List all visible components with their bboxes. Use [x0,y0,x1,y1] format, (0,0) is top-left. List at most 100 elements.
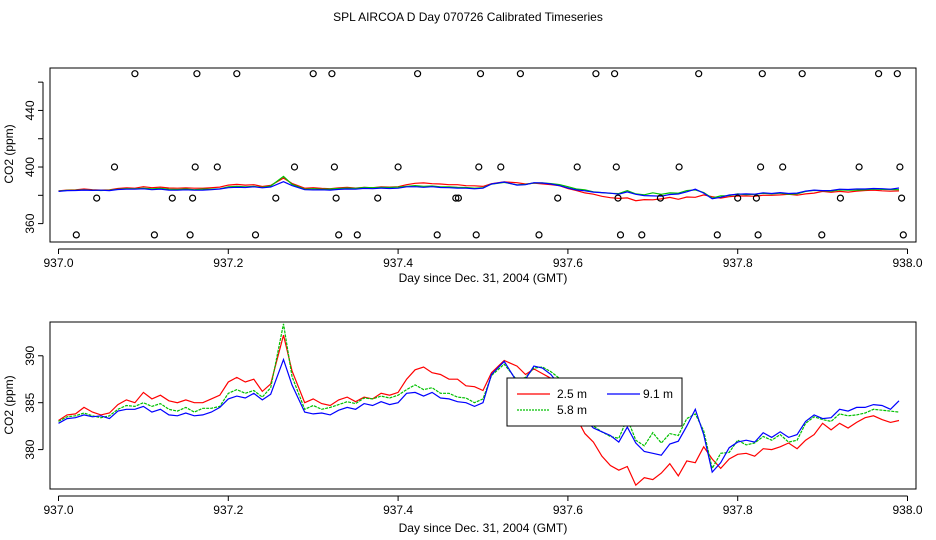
bottom-series-lines [58,323,900,487]
calibration-point [110,163,119,171]
calibration-point [535,231,543,239]
x-tick-label: 937.0 [43,503,73,517]
x-tick-label: 937.8 [723,256,753,270]
calibration-point [616,231,625,239]
calibration-point [189,194,197,202]
calibration-point [656,194,665,202]
chart-title: SPL AIRCOA D Day 070726 Calibrated Times… [333,10,603,24]
calibration-point [758,70,766,78]
calibration-point [330,163,338,171]
calibration-point [186,231,194,239]
calibration-point [251,231,260,239]
x-tick-label: 937.4 [383,256,413,270]
calibration-point [193,70,201,78]
calibration-point [233,70,241,78]
legend-label-2-5m: 2.5 m [557,387,587,401]
calibration-point [272,194,280,202]
calibration-point [896,163,904,171]
calibration-point [695,70,703,78]
calibration-point [454,194,462,202]
x-tick-label: 937.8 [723,503,753,517]
calibration-point [897,194,906,202]
calibration-point [734,194,742,202]
top-plot-frame [49,67,917,243]
calibration-point [213,163,221,171]
calibration-point [150,231,158,239]
calibration-point [93,194,101,202]
y-tick-label: 390 [23,345,37,365]
calibration-point [554,194,562,202]
calibration-point [290,163,299,171]
calibration-point [818,231,826,239]
top-panel: 937.0 937.2 937.4 937.6 937.8 938.0 360 400 440… [2,67,923,285]
calibration-point [475,163,483,171]
x-tick-label: 938.0 [892,503,922,517]
calibration-point [476,70,485,78]
calibration-point [874,70,883,78]
calibration-point [353,231,361,239]
calibration-point [309,70,317,78]
calibration-point [332,194,340,202]
x-tick-label: 937.6 [553,256,583,270]
bottom-y-axis: 380 385 390 [23,345,44,460]
legend-box [506,377,683,427]
series-line-2-5-m [58,177,900,202]
calibration-point [414,70,422,78]
top-x-axis: 937.0 937.2 937.4 937.6 937.8 938.0 [43,248,923,270]
calibration-point [855,163,863,171]
bottom-y-axis-label: CO2 (ppm) [2,375,16,434]
calibration-point [756,163,765,171]
series-line-9-1-m [58,357,900,474]
calibration-point [72,231,80,239]
calibration-point [675,163,683,171]
x-tick-label: 937.2 [213,503,243,517]
top-calibration-points [72,70,907,239]
y-tick-label: 440 [23,100,37,120]
calibration-point [131,70,139,78]
bottom-plot-frame [49,321,917,490]
calibration-point [713,231,721,239]
legend-label-5-8m: 5.8 m [557,403,587,417]
series-line-9-1-m [58,181,900,200]
bottom-panel: 937.0 937.2 937.4 937.6 937.8 938.0 380 385 390… [2,321,923,535]
x-tick-label: 937.6 [553,503,583,517]
calibration-point [638,231,646,239]
calibration-point [374,194,382,202]
top-y-axis-label: CO2 (ppm) [2,124,16,183]
y-tick-label: 385 [23,392,37,412]
calibration-point [516,70,525,78]
calibration-point [754,231,762,239]
calibration-point [752,194,761,202]
legend-label-9-1m: 9.1 m [643,387,673,401]
calibration-point [779,163,787,171]
calibration-point [452,194,460,202]
calibration-point [573,163,581,171]
calibration-point [899,231,907,239]
x-tick-label: 937.2 [213,256,243,270]
top-series-lines [58,175,900,202]
top-y-axis: 360 400 440 [23,81,44,234]
y-tick-label: 360 [23,213,37,233]
x-tick-label: 938.0 [892,256,922,270]
calibration-point [168,194,176,202]
calibration-point [433,231,441,239]
calibration-point [328,70,336,78]
x-tick-label: 937.0 [43,256,73,270]
series-line-2-5-m [58,334,900,487]
x-tick-label: 937.4 [383,503,413,517]
calibration-point [394,163,402,171]
calibration-point [614,194,622,202]
legend: 2.5 m 5.8 m 9.1 m [506,377,683,427]
calibration-point [335,231,343,239]
calibration-point [612,163,620,171]
top-x-axis-label: Day since Dec. 31, 2004 (GMT) [399,271,568,285]
calibration-point [592,70,600,78]
calibration-point [472,231,480,239]
series-line-5-8-m [58,323,900,471]
calibration-point [497,163,505,171]
calibration-point [191,163,199,171]
y-tick-label: 380 [23,439,37,459]
calibration-point [610,70,619,78]
calibration-point [798,70,806,78]
